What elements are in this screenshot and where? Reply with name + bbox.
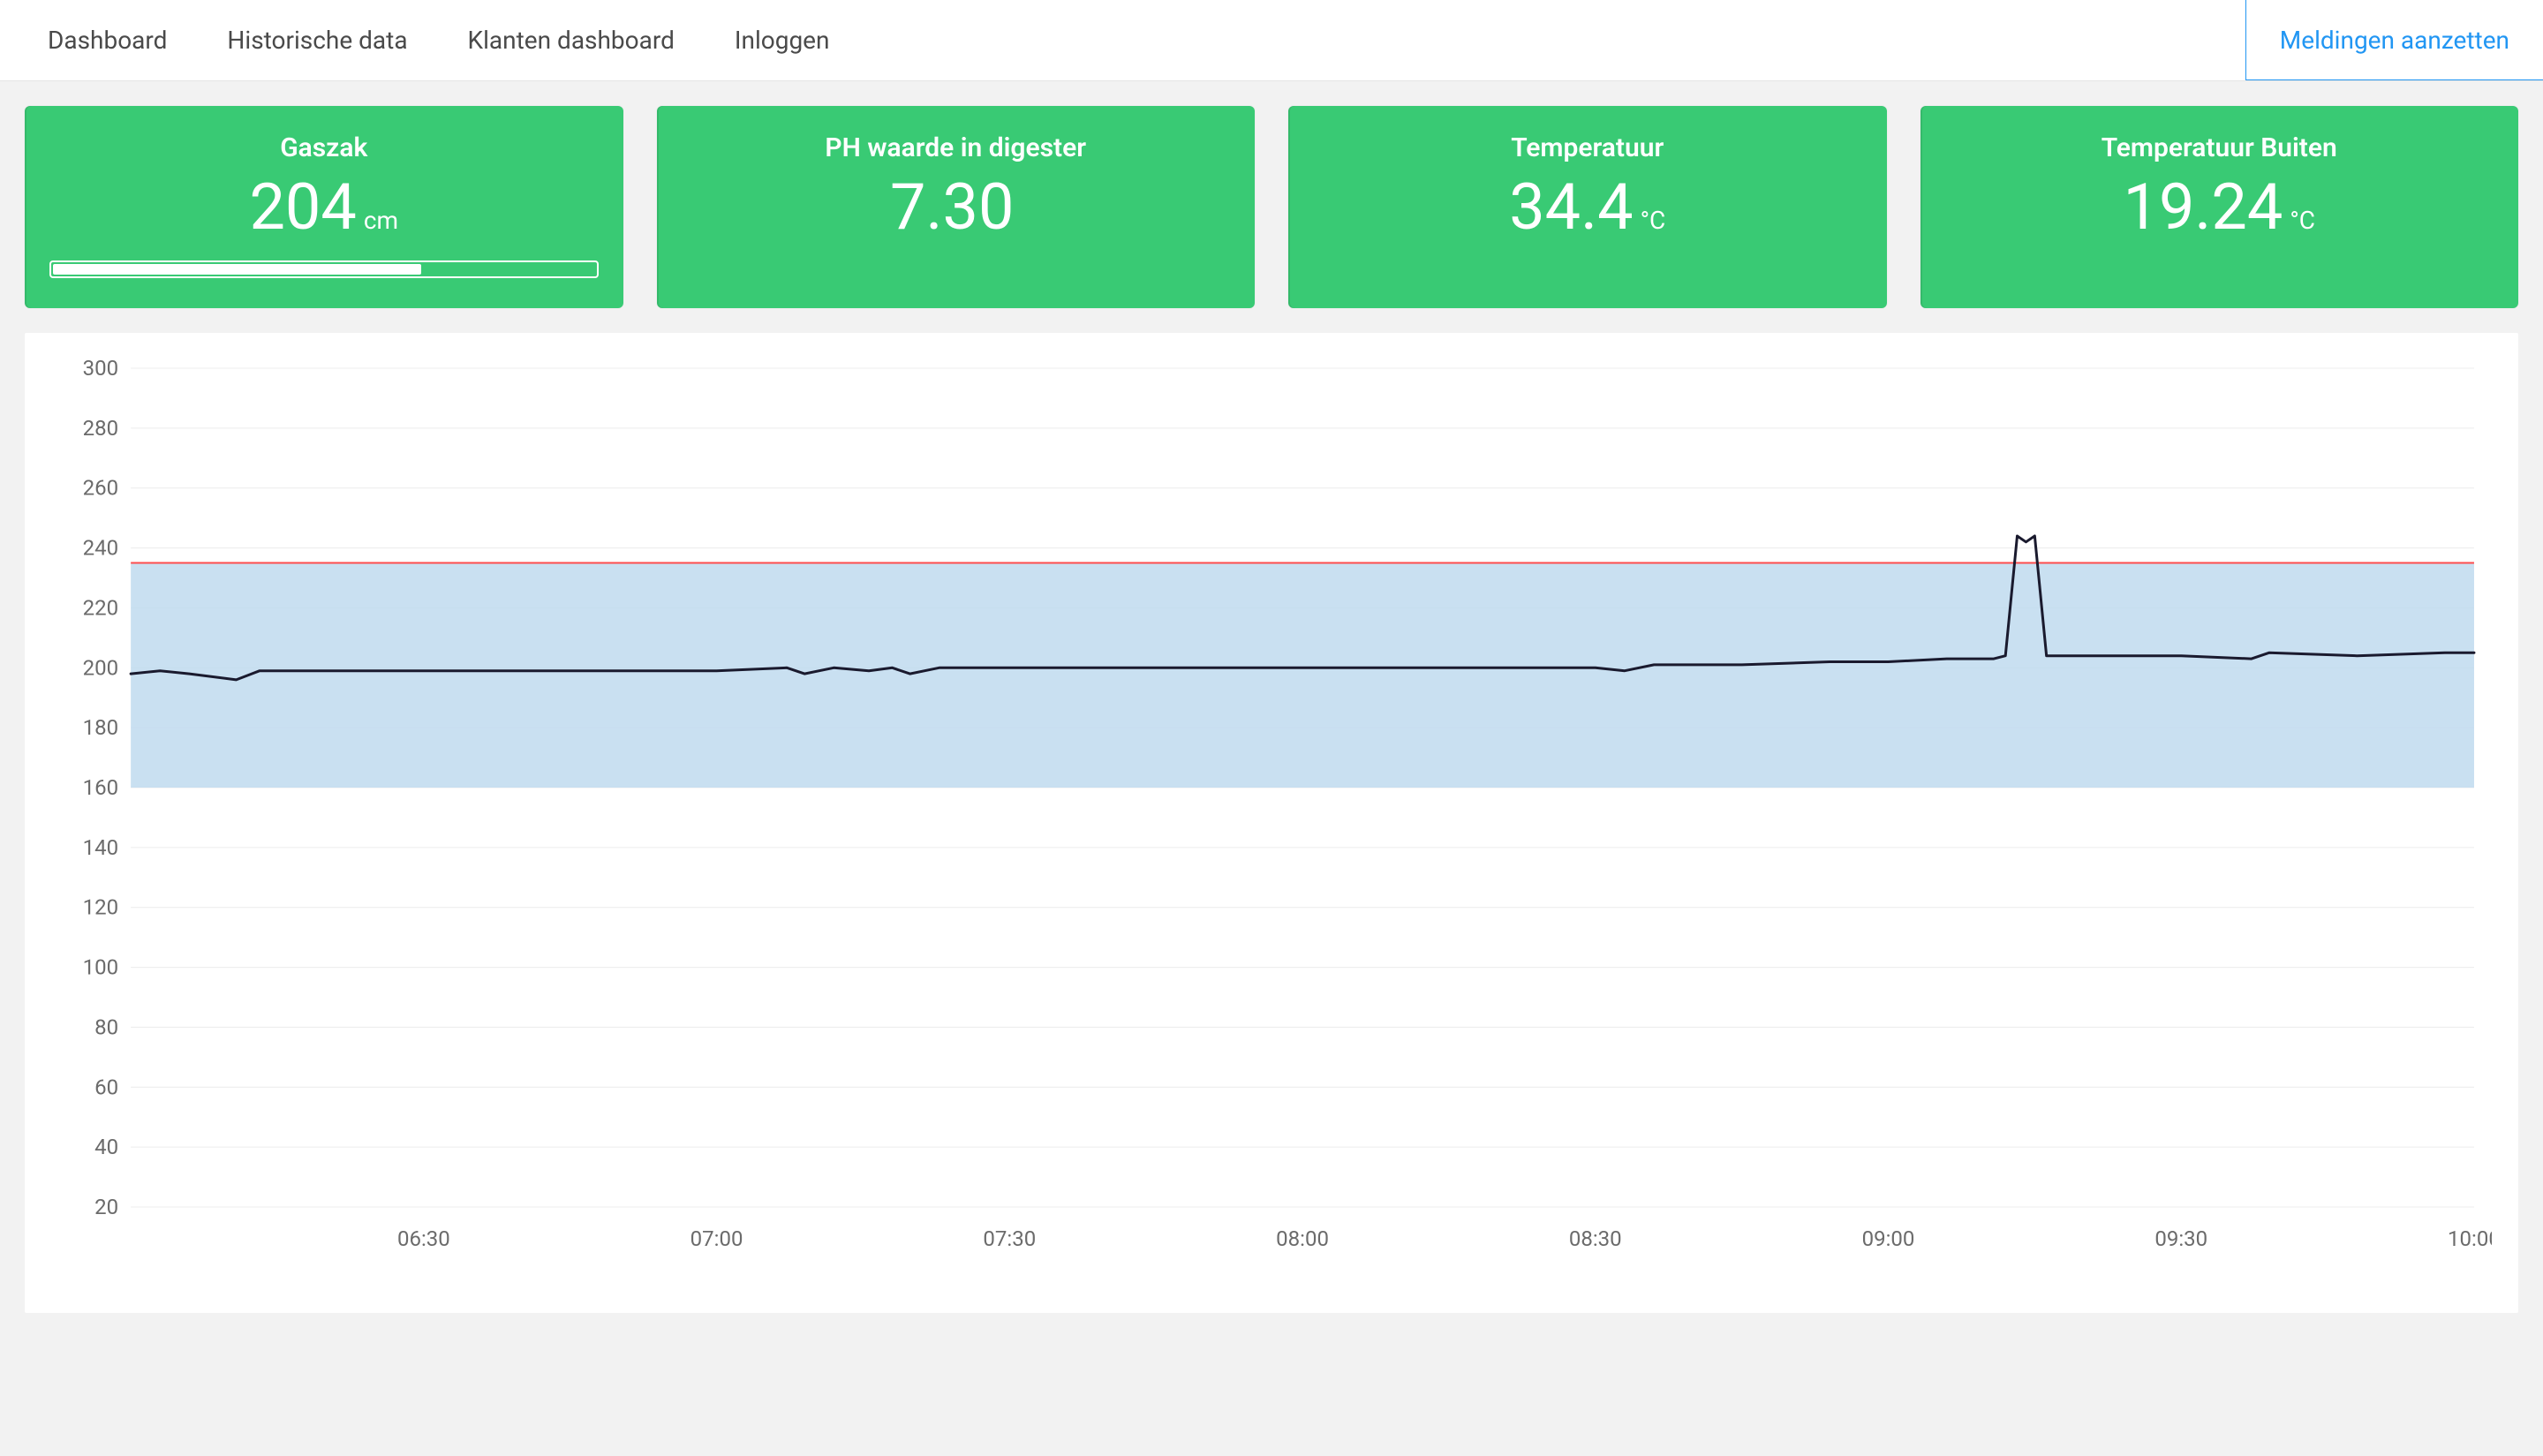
svg-text:09:00: 09:00 bbox=[1862, 1226, 1915, 1251]
svg-text:40: 40 bbox=[94, 1135, 118, 1159]
svg-text:06:30: 06:30 bbox=[397, 1226, 450, 1251]
nav-item-historische-data[interactable]: Historische data bbox=[197, 0, 437, 80]
stat-card-title: Gaszak bbox=[280, 132, 367, 163]
stat-card-value: 34.4 bbox=[1509, 176, 1633, 239]
svg-text:240: 240 bbox=[83, 536, 118, 561]
stat-card-unit: °C bbox=[2290, 206, 2315, 235]
stat-card-title: Temperatuur Buiten bbox=[2102, 132, 2337, 163]
svg-text:160: 160 bbox=[83, 775, 118, 800]
svg-text:120: 120 bbox=[83, 895, 118, 920]
svg-text:180: 180 bbox=[83, 715, 118, 740]
navbar: Dashboard Historische data Klanten dashb… bbox=[0, 0, 2543, 81]
chart-panel: 20 40 60 80 100 120 140 160 180 200 220 240 260 280 30… bbox=[25, 333, 2518, 1313]
svg-text:80: 80 bbox=[94, 1015, 118, 1039]
svg-text:60: 60 bbox=[94, 1075, 118, 1099]
svg-text:220: 220 bbox=[83, 595, 118, 620]
stat-card-title: Temperatuur bbox=[1511, 132, 1664, 163]
stat-card-temperatuur-buiten: Temperatuur Buiten 19.24 °C bbox=[1920, 106, 2519, 308]
svg-text:280: 280 bbox=[83, 416, 118, 441]
stat-card-gaszak: Gaszak 204 cm bbox=[25, 106, 623, 308]
svg-text:140: 140 bbox=[83, 835, 118, 860]
svg-text:300: 300 bbox=[83, 359, 118, 381]
stat-card-title: PH waarde in digester bbox=[825, 132, 1086, 163]
stat-card-value: 204 bbox=[249, 176, 356, 239]
stat-card-unit: cm bbox=[364, 206, 398, 235]
stat-card-value-line: 19.24 °C bbox=[2123, 176, 2315, 239]
svg-text:20: 20 bbox=[94, 1195, 118, 1219]
nav-item-dashboard[interactable]: Dashboard bbox=[18, 0, 197, 80]
svg-text:07:30: 07:30 bbox=[983, 1226, 1036, 1251]
notifications-enable-button[interactable]: Meldingen aanzetten bbox=[2245, 0, 2543, 80]
svg-text:260: 260 bbox=[83, 476, 118, 501]
gaszak-progress bbox=[49, 260, 599, 278]
stat-card-value: 7.30 bbox=[890, 176, 1014, 239]
nav-item-klanten-dashboard[interactable]: Klanten dashboard bbox=[438, 0, 705, 80]
line-chart: 20 40 60 80 100 120 140 160 180 200 220 240 260 280 30… bbox=[51, 359, 2492, 1269]
stat-card-ph: PH waarde in digester 7.30 bbox=[657, 106, 1256, 308]
stat-card-value-line: 204 cm bbox=[249, 176, 398, 239]
nav-left: Dashboard Historische data Klanten dashb… bbox=[18, 0, 860, 80]
svg-text:09:30: 09:30 bbox=[2154, 1226, 2207, 1251]
stat-card-value-line: 7.30 bbox=[890, 176, 1021, 239]
svg-text:200: 200 bbox=[83, 655, 118, 680]
stat-card-temperatuur: Temperatuur 34.4 °C bbox=[1288, 106, 1887, 308]
stat-card-value-line: 34.4 °C bbox=[1509, 176, 1665, 239]
svg-text:100: 100 bbox=[83, 955, 118, 980]
svg-text:10:00: 10:00 bbox=[2448, 1226, 2492, 1251]
gaszak-progress-fill bbox=[53, 264, 421, 275]
stat-cards-row: Gaszak 204 cm PH waarde in digester 7.30… bbox=[0, 81, 2543, 333]
stat-card-value: 19.24 bbox=[2123, 176, 2283, 239]
nav-item-inloggen[interactable]: Inloggen bbox=[705, 0, 860, 80]
svg-text:08:30: 08:30 bbox=[1569, 1226, 1622, 1251]
svg-text:08:00: 08:00 bbox=[1276, 1226, 1329, 1251]
svg-text:07:00: 07:00 bbox=[690, 1226, 743, 1251]
stat-card-unit: °C bbox=[1641, 206, 1666, 235]
